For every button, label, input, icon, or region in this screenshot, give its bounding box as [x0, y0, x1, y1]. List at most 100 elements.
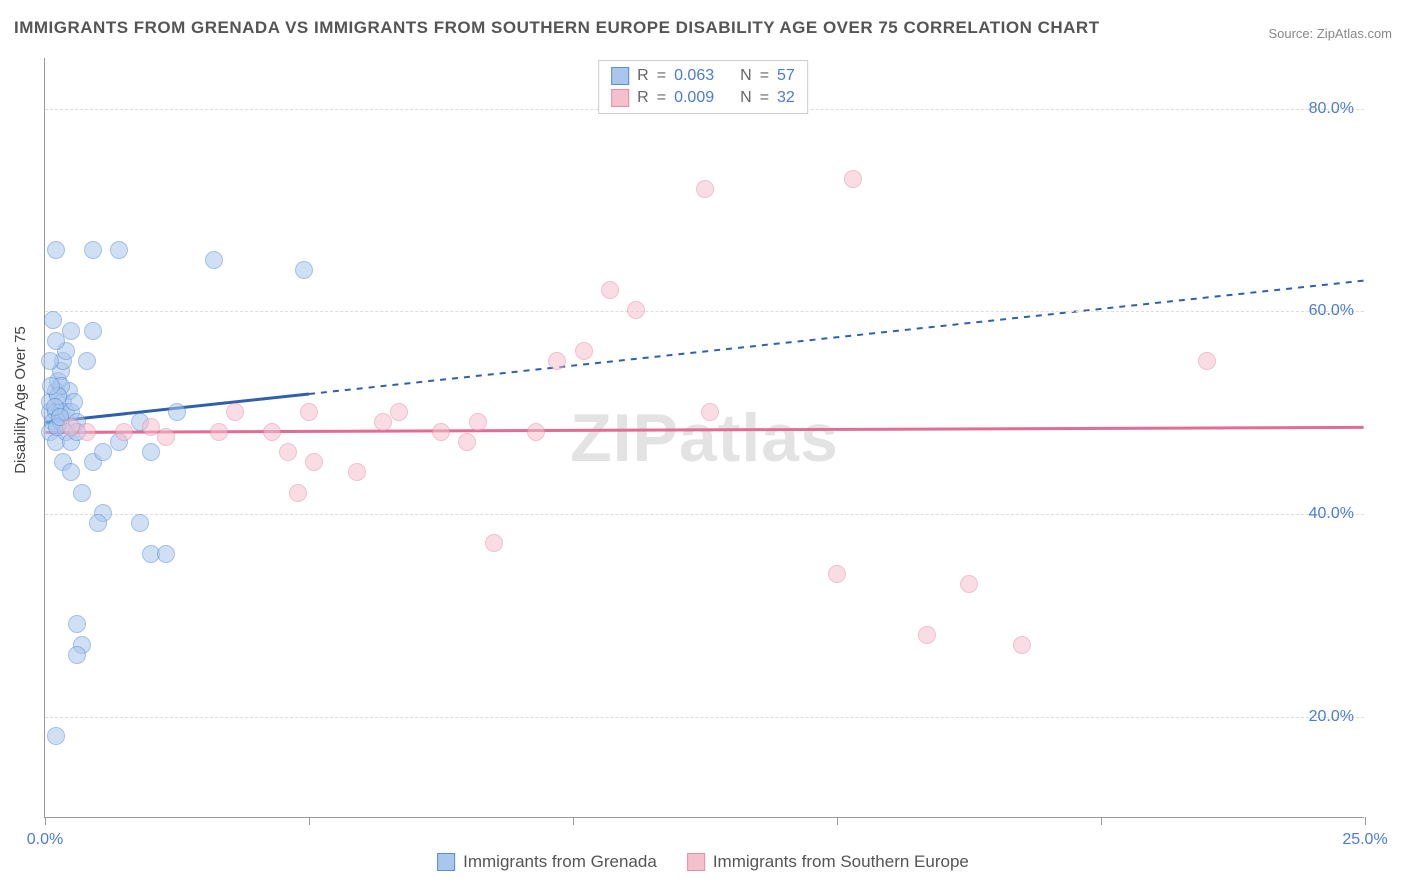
gridline-h	[45, 514, 1364, 515]
scatter-marker	[142, 443, 160, 461]
legend-swatch-grenada	[611, 67, 629, 85]
legend-eq-3: =	[657, 89, 666, 107]
y-tick-label: 60.0%	[1309, 302, 1354, 320]
scatter-marker	[142, 418, 160, 436]
scatter-marker	[828, 565, 846, 583]
scatter-marker	[84, 322, 102, 340]
legend-swatch-southern-europe	[611, 89, 629, 107]
scatter-marker	[47, 241, 65, 259]
trend-line-solid	[45, 427, 1363, 432]
scatter-marker	[110, 241, 128, 259]
scatter-marker	[458, 433, 476, 451]
legend-eq-4: =	[760, 89, 769, 107]
scatter-marker	[1198, 352, 1216, 370]
legend-label-southern-europe: Immigrants from Southern Europe	[713, 852, 969, 872]
trend-line-dashed	[309, 281, 1364, 394]
legend-n-value-southern-europe: 32	[777, 89, 795, 107]
scatter-marker	[263, 423, 281, 441]
scatter-marker	[844, 170, 862, 188]
scatter-marker	[78, 423, 96, 441]
y-tick-label: 40.0%	[1309, 505, 1354, 523]
scatter-marker	[701, 403, 719, 421]
scatter-marker	[210, 423, 228, 441]
legend-item-grenada: Immigrants from Grenada	[437, 852, 657, 872]
scatter-marker	[295, 261, 313, 279]
y-tick-label: 80.0%	[1309, 100, 1354, 118]
scatter-marker	[47, 727, 65, 745]
scatter-marker	[89, 514, 107, 532]
scatter-marker	[390, 403, 408, 421]
scatter-marker	[432, 423, 450, 441]
scatter-marker	[62, 322, 80, 340]
x-tick	[837, 817, 838, 825]
scatter-marker	[527, 423, 545, 441]
scatter-marker	[918, 626, 936, 644]
source-label: Source: ZipAtlas.com	[1268, 26, 1392, 41]
scatter-marker	[300, 403, 318, 421]
scatter-marker	[469, 413, 487, 431]
gridline-h	[45, 311, 1364, 312]
scatter-marker	[62, 463, 80, 481]
y-tick-label: 20.0%	[1309, 708, 1354, 726]
legend-eq: =	[657, 67, 666, 85]
scatter-marker	[65, 393, 83, 411]
legend-r-label-2: R	[637, 89, 649, 107]
scatter-marker	[485, 534, 503, 552]
gridline-h	[45, 717, 1364, 718]
scatter-marker	[960, 575, 978, 593]
scatter-marker	[374, 413, 392, 431]
legend-label-grenada: Immigrants from Grenada	[463, 852, 657, 872]
scatter-marker	[68, 646, 86, 664]
scatter-marker	[131, 514, 149, 532]
x-tick	[45, 817, 46, 825]
legend-r-label: R	[637, 67, 649, 85]
scatter-marker	[157, 428, 175, 446]
legend-eq-2: =	[760, 67, 769, 85]
scatter-marker	[68, 615, 86, 633]
scatter-marker	[44, 311, 62, 329]
legend-n-label: N	[740, 67, 752, 85]
x-tick	[1365, 817, 1366, 825]
legend-r-value-grenada: 0.063	[674, 67, 714, 85]
scatter-marker	[548, 352, 566, 370]
x-tick	[1101, 817, 1102, 825]
x-tick	[573, 817, 574, 825]
scatter-marker	[575, 342, 593, 360]
chart-title: IMMIGRANTS FROM GRENADA VS IMMIGRANTS FR…	[14, 18, 1100, 38]
plot-area: ZIPatlas 20.0%40.0%60.0%80.0%0.0%25.0%	[44, 58, 1364, 818]
legend-n-value-grenada: 57	[777, 67, 795, 85]
legend-r-value-southern-europe: 0.009	[674, 89, 714, 107]
scatter-marker	[115, 423, 133, 441]
scatter-marker	[157, 545, 175, 563]
scatter-marker	[696, 180, 714, 198]
scatter-marker	[226, 403, 244, 421]
scatter-marker	[279, 443, 297, 461]
scatter-marker	[94, 443, 112, 461]
legend-row-grenada: R = 0.063 N = 57	[611, 65, 795, 87]
x-tick	[309, 817, 310, 825]
scatter-marker	[42, 377, 60, 395]
legend-correlation-box: R = 0.063 N = 57 R = 0.009 N = 32	[598, 60, 808, 114]
x-tick-label: 0.0%	[27, 831, 63, 849]
scatter-marker	[289, 484, 307, 502]
x-tick-label: 25.0%	[1342, 831, 1387, 849]
scatter-marker	[1013, 636, 1031, 654]
legend-bottom-swatch-southern-europe	[687, 853, 705, 871]
scatter-marker	[627, 301, 645, 319]
legend-bottom: Immigrants from Grenada Immigrants from …	[437, 852, 969, 872]
scatter-marker	[168, 403, 186, 421]
legend-bottom-swatch-grenada	[437, 853, 455, 871]
scatter-marker	[348, 463, 366, 481]
scatter-marker	[78, 352, 96, 370]
legend-item-southern-europe: Immigrants from Southern Europe	[687, 852, 969, 872]
scatter-marker	[73, 484, 91, 502]
scatter-marker	[601, 281, 619, 299]
scatter-marker	[205, 251, 223, 269]
legend-row-southern-europe: R = 0.009 N = 32	[611, 87, 795, 109]
scatter-marker	[41, 352, 59, 370]
scatter-marker	[47, 332, 65, 350]
scatter-marker	[305, 453, 323, 471]
y-axis-label: Disability Age Over 75	[12, 326, 29, 474]
legend-n-label-2: N	[740, 89, 752, 107]
chart-svg	[45, 58, 1364, 817]
